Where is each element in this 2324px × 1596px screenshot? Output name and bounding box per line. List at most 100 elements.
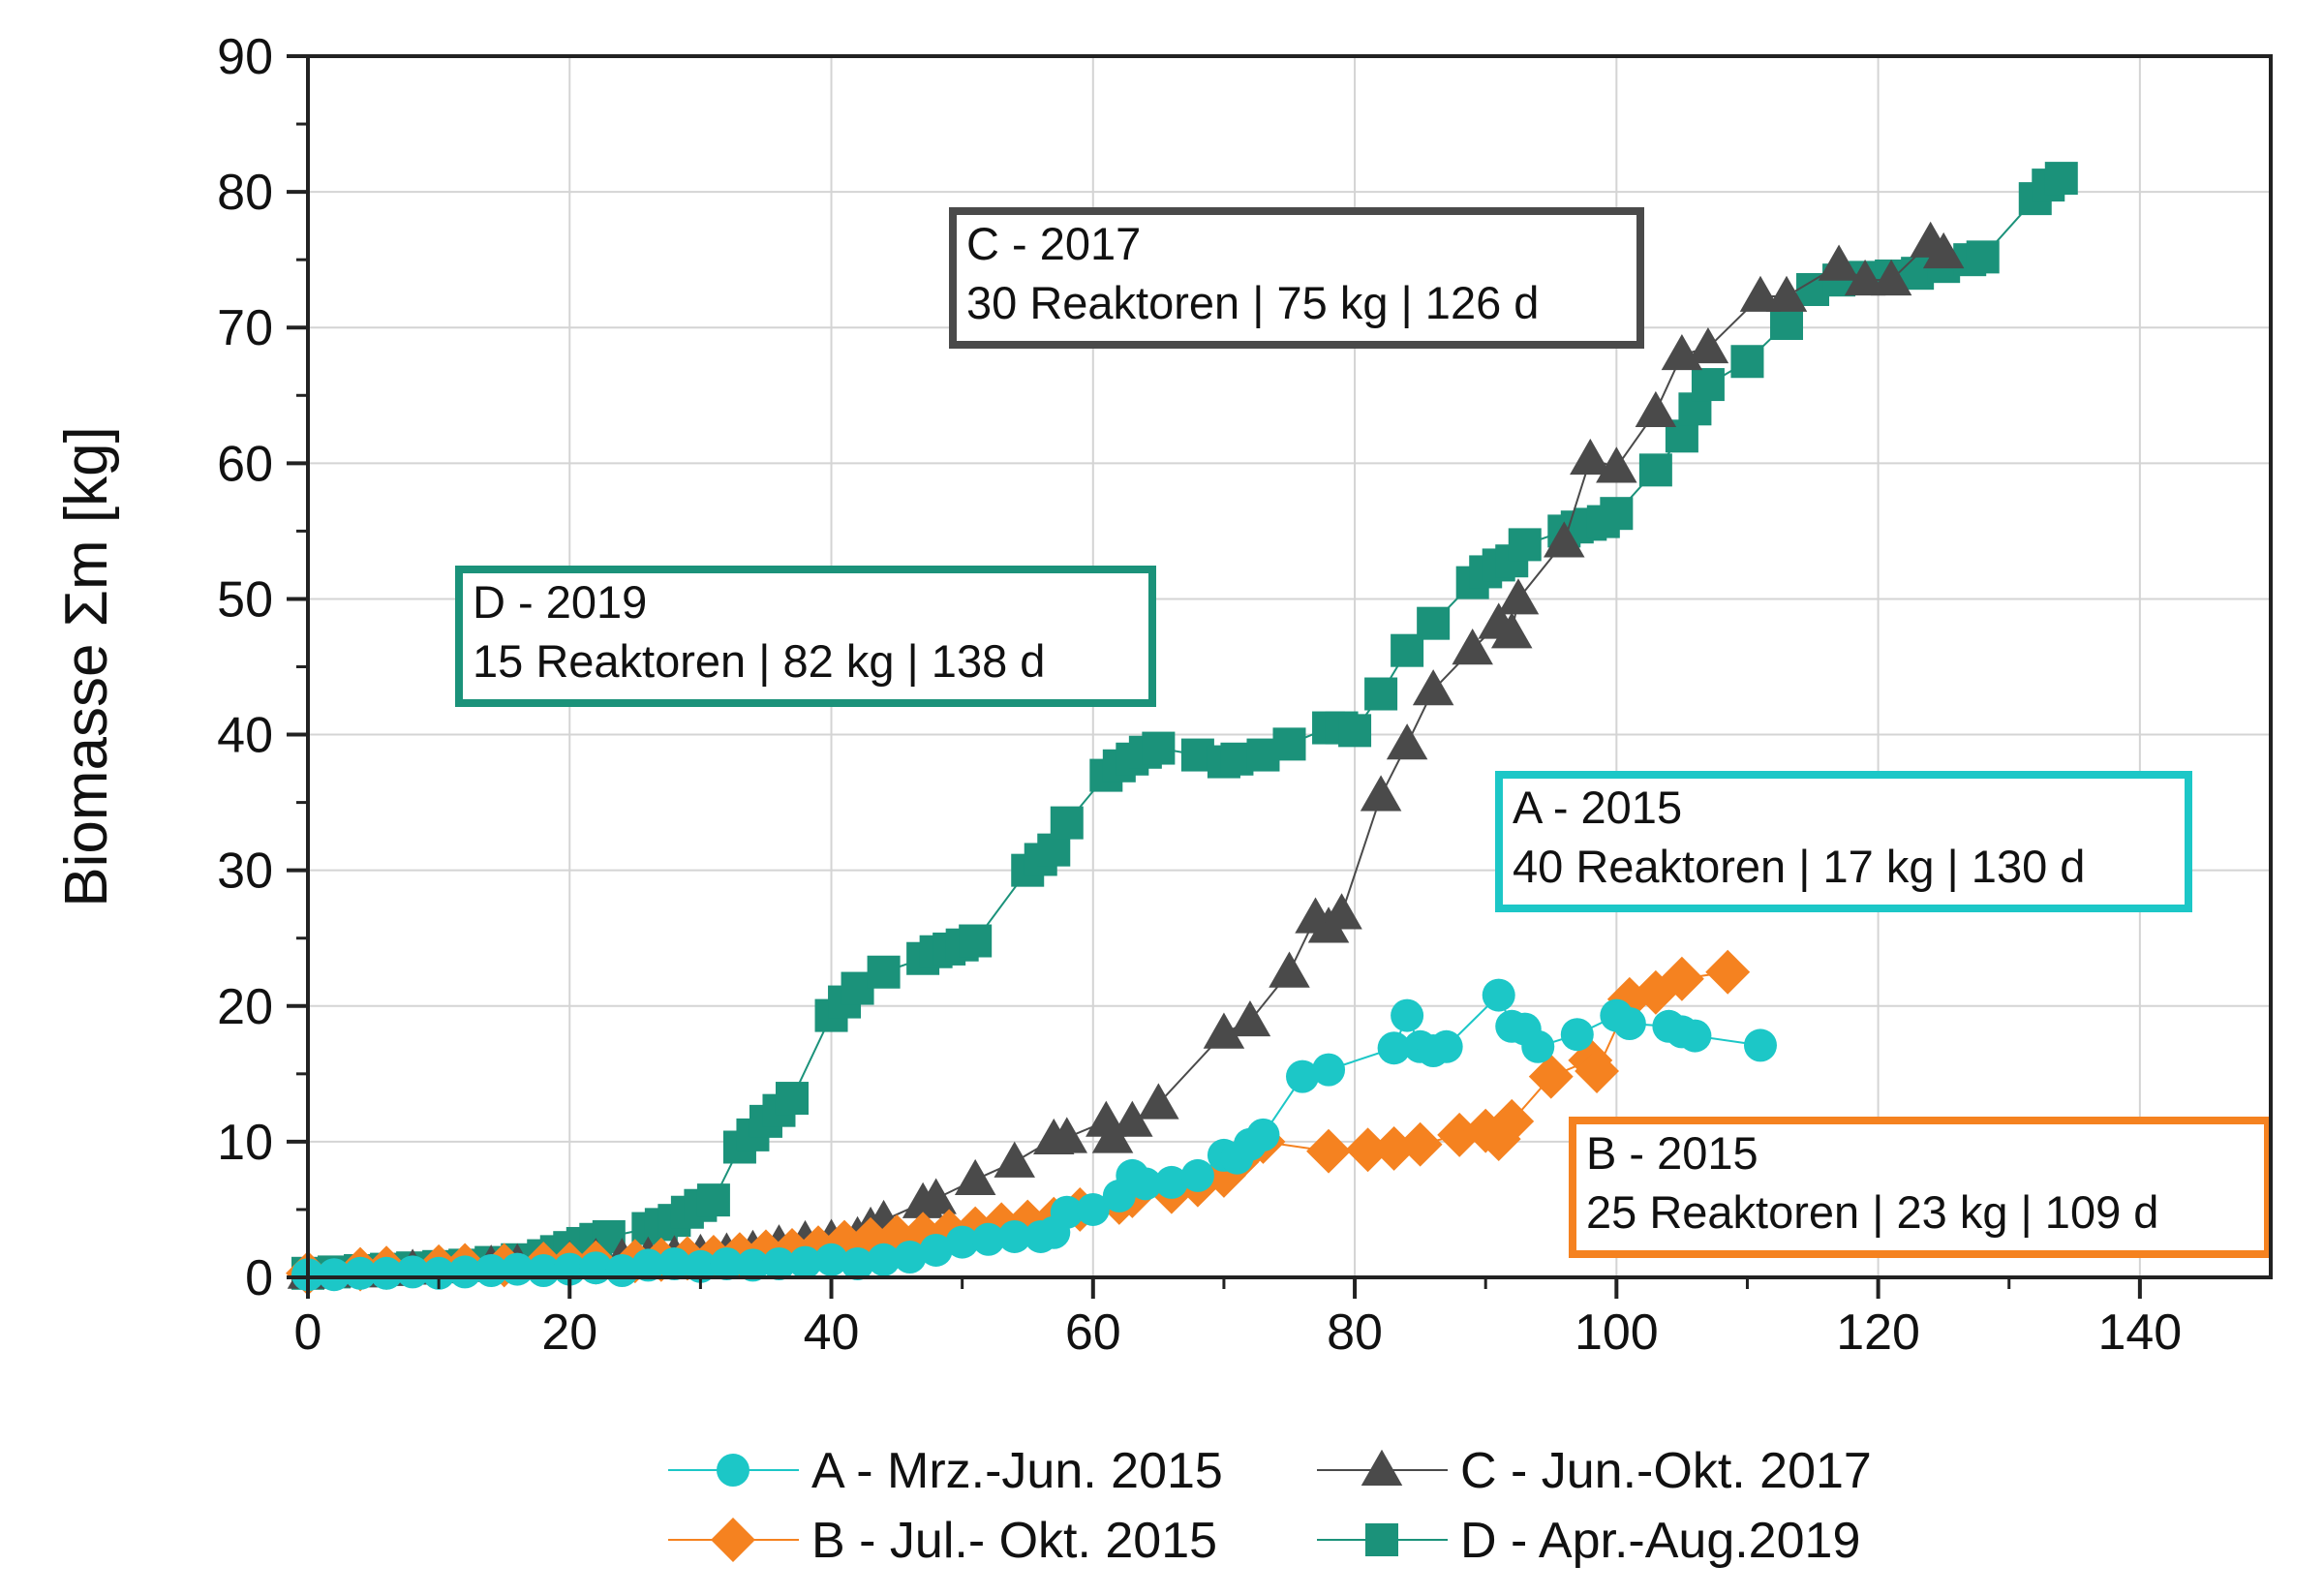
data-point: [422, 1256, 456, 1290]
data-point: [1497, 578, 1540, 615]
data-point: [1544, 521, 1585, 558]
data-point: [1922, 231, 1965, 269]
data-point: [736, 1248, 770, 1282]
data-point: [1844, 259, 1886, 296]
data-point: [344, 1256, 378, 1290]
data-point: [953, 1206, 998, 1251]
data-point: [997, 1219, 1031, 1253]
data-point: [919, 1233, 953, 1267]
data-point: [1364, 677, 1398, 711]
data-point: [370, 1256, 404, 1290]
legend-label: B - Jul.- Okt. 2015: [811, 1513, 1217, 1569]
data-point: [1345, 1127, 1391, 1173]
legend: A - Mrz.-Jun. 2015 C - Jun.-Okt. 2017 B - …: [668, 1443, 1872, 1569]
data-point: [1691, 368, 1725, 402]
data-point: [1633, 969, 1678, 1015]
data-point: [1180, 1158, 1214, 1192]
annotation-d: D - 2019 15 Reaktoren | 82 kg | 138 d: [455, 566, 1156, 707]
data-point: [901, 1212, 946, 1257]
data-point: [1490, 612, 1533, 649]
axes: 0 20 40 60 80 100 120 140 0 10 20 30 40 50 60 70 80 90: [217, 29, 2182, 1361]
legend-marker: [1361, 1449, 1403, 1486]
series-circle: [291, 978, 1777, 1292]
data-point: [1765, 275, 1808, 312]
data-point: [893, 1240, 927, 1274]
annotation-b-title: B - 2015: [1586, 1127, 1758, 1179]
data-point: [788, 1245, 822, 1279]
data-point: [971, 1222, 1005, 1256]
data-point: [1482, 978, 1515, 1012]
data-point: [1091, 1117, 1134, 1153]
data-point: [2044, 162, 2078, 196]
data-point: [1596, 446, 1637, 483]
y-tick-label: 60: [217, 436, 273, 492]
data-point: [927, 1209, 972, 1254]
data-point: [396, 1255, 430, 1289]
annotation-c-box: [949, 207, 1644, 349]
data-point: [1521, 1029, 1555, 1063]
data-point: [994, 1141, 1035, 1178]
data-point: [448, 1255, 482, 1289]
y-axis-title: Biomasse Σm [kg]: [53, 426, 120, 907]
data-point: [1705, 949, 1751, 995]
data-point: [1397, 1121, 1443, 1167]
x-tick-label: 80: [1327, 1304, 1383, 1361]
legend-label: C - Jun.-Okt. 2017: [1460, 1443, 1872, 1499]
data-point: [770, 1228, 814, 1273]
x-tick-label: 120: [1836, 1304, 1920, 1361]
data-point: [1606, 976, 1652, 1022]
annotation-d-box: [455, 566, 1156, 707]
data-point: [1377, 1031, 1411, 1065]
data-point: [1076, 1192, 1110, 1226]
data-point: [1338, 714, 1372, 748]
y-tick-label: 50: [217, 571, 273, 628]
data-point: [1050, 1195, 1084, 1229]
annotation-d-title: D - 2019: [473, 576, 647, 628]
data-point: [684, 1249, 718, 1283]
annotation-c-title: C - 2017: [966, 218, 1141, 269]
legend-marker: [711, 1518, 755, 1562]
data-point: [945, 1225, 979, 1259]
data-point: [1312, 1053, 1346, 1087]
data-point: [1360, 775, 1402, 812]
data-point: [1635, 390, 1677, 428]
data-point: [1560, 1018, 1594, 1052]
data-point: [1128, 1167, 1162, 1201]
data-point: [1386, 723, 1428, 760]
annotations: C - 2017 30 Reaktoren | 75 kg | 126 d D - …: [455, 207, 2272, 1258]
data-point: [867, 955, 901, 989]
data-point: [959, 924, 993, 958]
y-tick-label: 90: [217, 29, 273, 85]
data-point: [1687, 326, 1729, 364]
annotation-d-detail: 15 Reaktoren | 82 kg | 138 d: [473, 635, 1045, 687]
data-point: [318, 1258, 352, 1292]
y-tick-label: 80: [217, 165, 273, 221]
legend-marker: [717, 1454, 749, 1487]
data-point: [1678, 1019, 1712, 1053]
data-point: [1269, 951, 1310, 988]
series-layer: [286, 162, 2078, 1296]
data-point: [1050, 806, 1084, 840]
data-point: [1818, 244, 1860, 281]
annotation-a-box: [1495, 771, 2192, 912]
data-point: [1489, 1098, 1535, 1144]
data-point: [1570, 438, 1611, 476]
y-tick-label: 10: [217, 1115, 273, 1171]
data-point: [1321, 893, 1362, 930]
data-point: [1600, 497, 1634, 531]
data-point: [1138, 1083, 1179, 1120]
annotation-a-detail: 40 Reaktoren | 17 kg | 130 d: [1513, 841, 2085, 892]
data-point: [1739, 275, 1782, 312]
data-point: [1508, 528, 1542, 562]
data-point: [1142, 731, 1176, 765]
data-point: [657, 1246, 691, 1280]
annotation-a: A - 2015 40 Reaktoren | 17 kg | 130 d: [1495, 771, 2192, 912]
data-point: [1575, 1049, 1620, 1093]
x-tick-label: 60: [1065, 1304, 1121, 1361]
data-point: [1154, 1165, 1188, 1199]
x-tick-label: 40: [804, 1304, 860, 1361]
data-point: [867, 1243, 901, 1276]
legend-item: B - Jul.- Okt. 2015: [668, 1513, 1217, 1569]
data-point: [1659, 956, 1704, 1001]
